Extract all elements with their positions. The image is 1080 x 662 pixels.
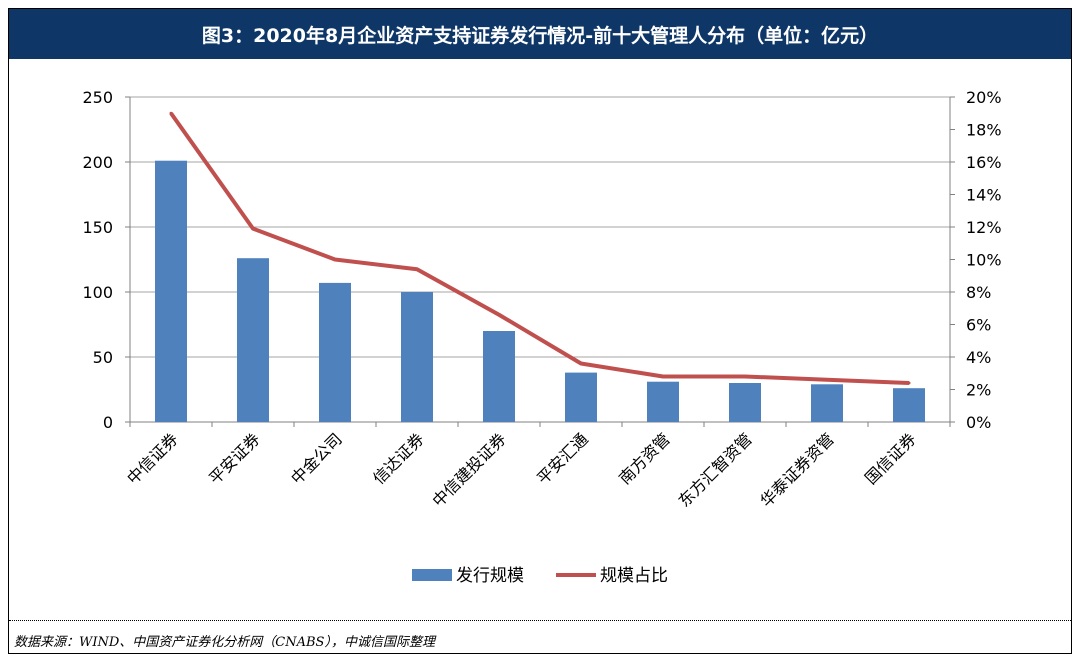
bar — [237, 258, 269, 422]
right-tick-label: 20% — [966, 88, 1002, 107]
line-point — [661, 375, 665, 378]
line-point — [825, 378, 829, 382]
line-series — [169, 111, 911, 385]
line-point — [415, 267, 419, 271]
line-point — [251, 227, 255, 231]
right-axis: 0% 2% 4% 6% 8% 10% 12% 14% 16% 18% 20% — [949, 88, 1002, 432]
x-axis-labels: 中信证券 平安证券 中金公司 信达证券 中信建投证券 平安汇通 南方资管 东方汇智资管 华泰证券… — [123, 429, 920, 510]
left-tick-label: 0 — [103, 413, 113, 432]
right-tick-label: 18% — [966, 121, 1002, 140]
right-tick-label: 8% — [966, 283, 991, 302]
bar — [565, 372, 597, 422]
chart-frame — [8, 8, 1072, 654]
x-tick-label: 华泰证券资管 — [757, 429, 838, 510]
left-tick-label: 250 — [82, 88, 113, 107]
legend-bar-label: 发行规模 — [456, 566, 524, 586]
x-tick-label: 信达证券 — [369, 429, 428, 488]
line-point — [333, 258, 337, 261]
right-tick-label: 16% — [966, 153, 1002, 172]
line-point — [497, 313, 501, 317]
left-tick-label: 150 — [82, 218, 113, 237]
source-note: 数据来源：WIND、中国资产证券化分析网（CNABS），中诚信国际整理 — [14, 635, 435, 650]
x-tick-label: 南方资管 — [615, 429, 674, 488]
share-line — [169, 112, 910, 385]
right-tick-label: 6% — [966, 316, 991, 335]
bar — [319, 282, 351, 422]
left-tick-label: 100 — [82, 283, 113, 302]
x-tick-label: 平安汇通 — [533, 429, 592, 488]
left-tick-label: 200 — [82, 153, 113, 172]
bar — [647, 381, 679, 422]
right-tick-label: 0% — [966, 413, 991, 432]
x-tick-label: 国信证券 — [861, 429, 920, 488]
right-tick-label: 4% — [966, 348, 991, 367]
left-axis: 0 50 100 150 200 250 — [82, 88, 131, 432]
right-tick-label: 14% — [966, 186, 1002, 205]
left-tick-label: 50 — [93, 348, 113, 367]
bar — [401, 292, 433, 422]
legend-bar-swatch — [412, 569, 452, 581]
bar — [893, 388, 925, 422]
right-tick-label: 12% — [966, 218, 1002, 237]
bar — [483, 331, 515, 422]
line-point — [743, 375, 747, 378]
right-tick-label: 10% — [966, 251, 1002, 270]
x-tick-label: 中信证券 — [123, 429, 182, 488]
x-tick-label: 中信建投证券 — [429, 429, 510, 510]
legend-line-label: 规模占比 — [600, 566, 668, 586]
bar — [155, 160, 187, 422]
bar — [729, 383, 761, 422]
x-tick-label: 中金公司 — [287, 429, 346, 488]
chart-title: 图3：2020年8月企业资产支持证券发行情况-前十大管理人分布（单位：亿元） — [9, 9, 1071, 59]
x-tick-label: 平安证券 — [205, 429, 264, 488]
x-tick-label: 东方汇智资管 — [675, 429, 756, 510]
source-divider — [9, 620, 1071, 621]
legend: 发行规模 规模占比 — [412, 566, 668, 586]
line-point — [169, 111, 173, 115]
bar-series — [155, 160, 925, 422]
line-point — [907, 381, 911, 385]
bar — [811, 384, 843, 422]
line-point — [579, 362, 583, 365]
right-tick-label: 2% — [966, 381, 991, 400]
